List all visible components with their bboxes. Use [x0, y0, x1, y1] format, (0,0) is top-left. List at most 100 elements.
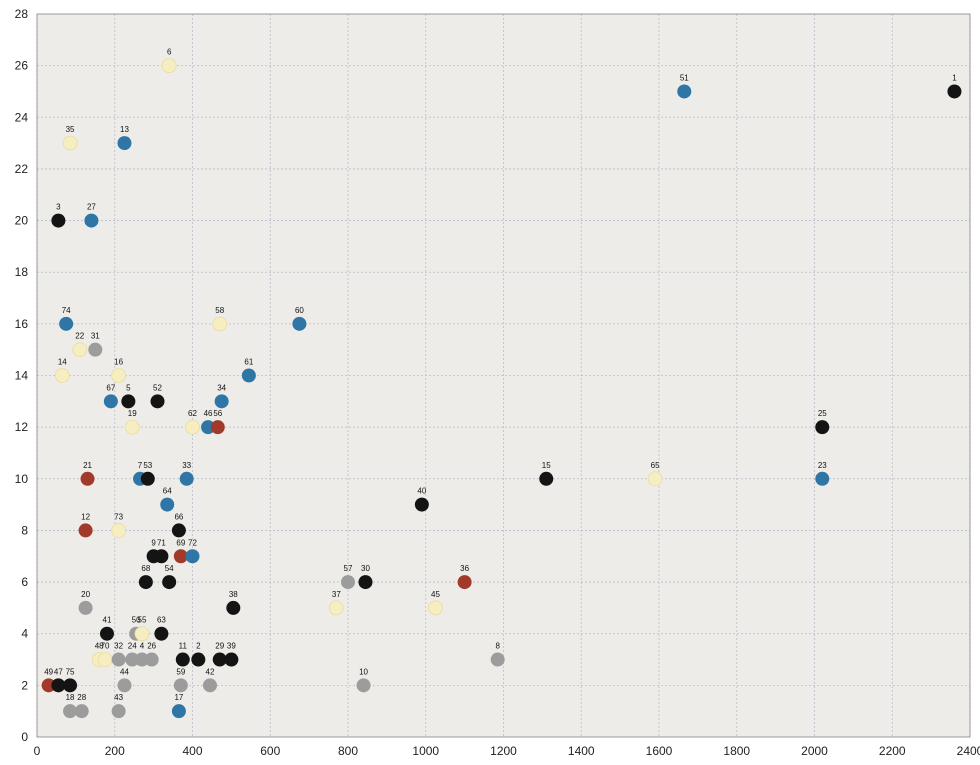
data-point-label: 74	[62, 306, 71, 315]
data-point-group: 56	[210, 409, 225, 435]
data-point	[138, 575, 153, 590]
data-point-label: 61	[244, 358, 253, 367]
data-point	[99, 626, 114, 641]
data-point-label: 22	[75, 332, 84, 341]
data-point-group: 18	[63, 693, 78, 719]
data-point-label: 68	[141, 564, 150, 573]
data-point-group: 5	[121, 383, 136, 409]
data-point-group: 37	[328, 590, 344, 616]
data-point-group: 8	[490, 642, 505, 667]
x-tick-label: 0	[34, 744, 41, 758]
data-point-label: 13	[120, 125, 129, 134]
data-point	[63, 678, 78, 693]
data-point-label: 54	[165, 564, 174, 573]
data-point	[111, 704, 126, 719]
data-point-group: 15	[539, 461, 554, 486]
data-point-group: 2	[191, 642, 206, 667]
data-point-label: 48	[95, 642, 104, 651]
data-point-label: 3	[56, 203, 61, 212]
x-tick-label: 2000	[801, 744, 828, 758]
y-tick-label: 10	[15, 472, 29, 486]
data-point	[171, 523, 186, 538]
data-point-group: 43	[111, 693, 126, 719]
data-point	[150, 394, 165, 409]
data-point-label: 51	[680, 73, 689, 82]
data-point-label: 47	[54, 667, 63, 676]
data-point	[490, 652, 505, 667]
data-point	[78, 523, 93, 538]
data-point-label: 37	[332, 590, 341, 599]
y-tick-label: 6	[21, 575, 28, 589]
data-point-group: 57	[341, 564, 355, 590]
data-point-label: 1	[952, 73, 957, 82]
data-point-label: 45	[431, 590, 440, 599]
data-point-group: 24	[125, 642, 140, 667]
data-point-label: 70	[101, 642, 110, 651]
data-point-label: 4	[140, 642, 145, 651]
data-point-group: 62	[185, 409, 200, 435]
data-point	[154, 549, 169, 564]
x-tick-label: 1000	[412, 744, 439, 758]
data-point-group: 12	[78, 512, 93, 538]
data-point-group: 40	[414, 487, 429, 512]
y-tick-label: 4	[21, 627, 28, 641]
data-point-label: 63	[157, 616, 166, 625]
data-point-label: 5	[126, 383, 131, 392]
data-point-group: 75	[63, 667, 78, 693]
data-point	[134, 652, 149, 667]
data-point-label: 16	[114, 358, 123, 367]
data-point-label: 69	[176, 538, 185, 547]
data-point	[226, 600, 241, 615]
x-tick-label: 1400	[568, 744, 595, 758]
data-point-group: 17	[171, 693, 186, 719]
data-point-label: 27	[87, 203, 96, 212]
data-point-group: 38	[226, 590, 241, 615]
data-point	[160, 497, 175, 512]
data-point-group: 1	[947, 73, 962, 99]
data-point	[84, 213, 99, 228]
data-point-group: 71	[154, 538, 169, 564]
data-point-label: 75	[66, 667, 75, 676]
data-point-group: 33	[179, 461, 194, 486]
x-tick-label: 1800	[723, 744, 750, 758]
data-point-label: 42	[206, 667, 215, 676]
y-tick-label: 16	[15, 317, 29, 331]
y-tick-label: 2	[21, 678, 28, 692]
data-point-label: 19	[128, 409, 137, 418]
data-point	[185, 419, 200, 435]
x-tick-label: 800	[338, 744, 358, 758]
data-point-label: 11	[179, 642, 188, 651]
data-point	[414, 497, 429, 512]
data-point-group: 28	[74, 693, 89, 719]
data-point-label: 23	[818, 461, 827, 470]
data-point-label: 39	[227, 642, 236, 651]
data-point-group: 20	[78, 590, 93, 615]
data-point-group: 10	[356, 667, 371, 693]
data-point	[214, 394, 229, 409]
data-point-group: 32	[111, 642, 126, 667]
data-point	[154, 626, 169, 641]
data-point-label: 15	[542, 461, 551, 470]
data-point	[63, 704, 78, 719]
data-point	[62, 135, 78, 151]
data-point	[54, 368, 70, 383]
data-point	[111, 652, 126, 667]
data-point-group: 6	[161, 48, 177, 74]
y-tick-label: 14	[15, 369, 29, 383]
x-tick-label: 400	[182, 744, 202, 758]
data-point-group: 35	[62, 125, 78, 151]
data-point-group: 52	[150, 383, 165, 409]
data-point-group: 58	[212, 306, 228, 332]
data-point-group: 3	[51, 203, 66, 228]
data-point-group: 60	[292, 306, 307, 331]
data-point-label: 55	[138, 616, 147, 625]
data-point-group: 45	[428, 590, 443, 616]
data-point-group: 65	[647, 461, 663, 487]
data-point-group: 22	[72, 332, 88, 358]
data-point-label: 59	[176, 667, 185, 676]
data-point-group: 4	[134, 642, 149, 667]
data-point-group: 29	[212, 642, 227, 667]
data-point-group: 16	[111, 358, 127, 383]
